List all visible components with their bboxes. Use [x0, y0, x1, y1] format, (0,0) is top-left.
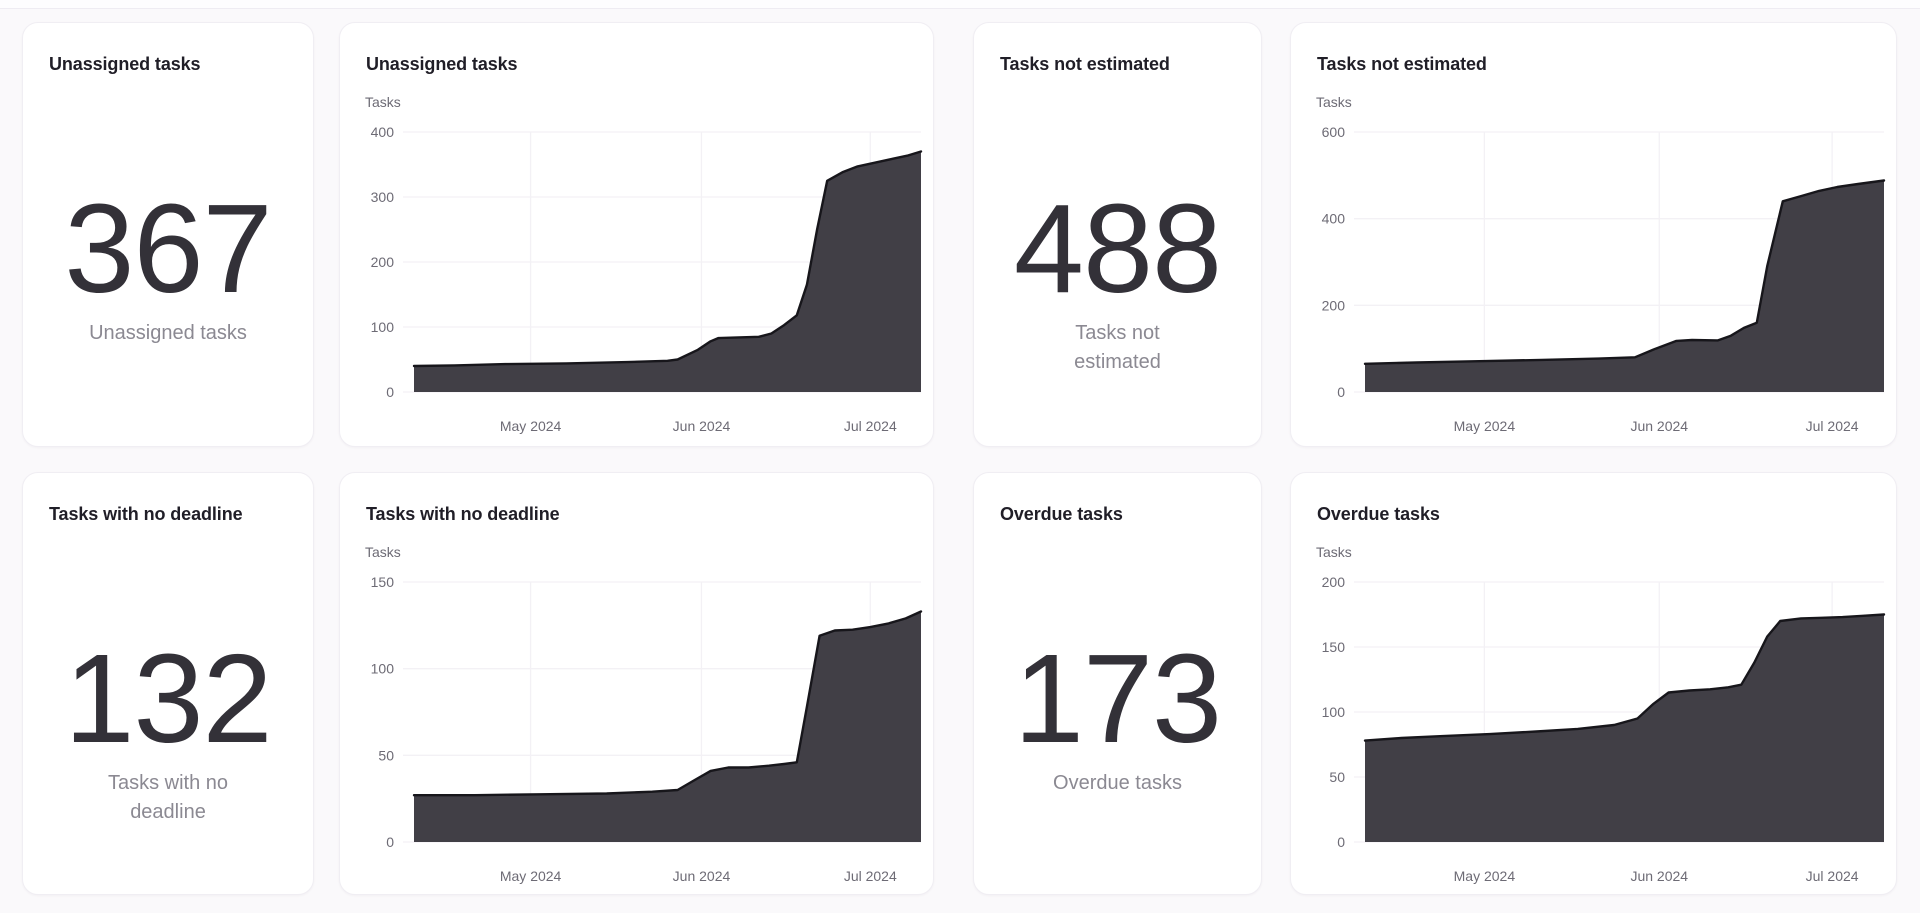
stat-card-unassigned-tasks[interactable]: Unassigned tasks 367 Unassigned tasks — [22, 22, 314, 447]
svg-text:Jul 2024: Jul 2024 — [844, 868, 897, 884]
chart-card-unassigned-tasks[interactable]: Unassigned tasks Tasks 400 300 200 100 0 May … — [339, 22, 934, 447]
stat-value: 488 — [1013, 178, 1222, 319]
svg-text:0: 0 — [1337, 384, 1345, 400]
stat-card-tasks-no-deadline[interactable]: Tasks with no deadline 132 Tasks with no… — [22, 472, 314, 895]
card-title: Tasks with no deadline — [49, 504, 243, 524]
tasks-not-estimated-area-chart[interactable]: 600 400 200 0 May 2024 Jun 2024 Jul 2024 — [1291, 23, 1896, 446]
svg-text:150: 150 — [371, 574, 395, 590]
card-title: Tasks not estimated — [1000, 54, 1170, 74]
svg-text:May 2024: May 2024 — [1454, 868, 1516, 884]
card-title: Overdue tasks — [1317, 504, 1440, 524]
svg-text:0: 0 — [386, 384, 394, 400]
y-axis-name: Tasks — [1316, 94, 1352, 110]
unassigned-tasks-area-chart[interactable]: 400 300 200 100 0 May 2024 Jun 2024 Jul 2024 — [340, 23, 933, 446]
stat-value: 173 — [1013, 628, 1222, 769]
svg-text:100: 100 — [1322, 704, 1346, 720]
overdue-tasks-area-chart[interactable]: 200 150 100 50 0 May 2024 Jun 2024 Jul 2024 — [1291, 473, 1896, 894]
svg-text:Jun 2024: Jun 2024 — [673, 868, 731, 884]
svg-text:100: 100 — [371, 319, 395, 335]
svg-text:200: 200 — [1322, 297, 1346, 313]
svg-text:May 2024: May 2024 — [500, 868, 562, 884]
svg-text:Jun 2024: Jun 2024 — [673, 418, 731, 434]
svg-text:400: 400 — [1322, 211, 1346, 227]
stat-subtitle-wrap: Unassigned tasks — [23, 319, 313, 348]
svg-text:0: 0 — [1337, 834, 1345, 850]
stat-subtitle-wrap: Tasks with no deadline — [23, 769, 313, 827]
y-axis-name: Tasks — [365, 94, 401, 110]
svg-text:May 2024: May 2024 — [1454, 418, 1516, 434]
stat-value: 367 — [64, 178, 272, 319]
svg-text:Jun 2024: Jun 2024 — [1630, 868, 1688, 884]
y-axis-name: Tasks — [365, 544, 401, 560]
card-title: Unassigned tasks — [366, 54, 518, 74]
card-title: Unassigned tasks — [49, 54, 201, 74]
svg-text:50: 50 — [1329, 769, 1345, 785]
stat-card-tasks-not-estimated[interactable]: Tasks not estimated 488 Tasks not estima… — [973, 22, 1262, 447]
stat-subtitle: Tasks not estimated — [1074, 322, 1161, 373]
svg-text:50: 50 — [378, 747, 394, 763]
svg-text:600: 600 — [1322, 124, 1346, 140]
svg-text:100: 100 — [371, 661, 395, 677]
tasks-no-deadline-area-chart[interactable]: 150 100 50 0 May 2024 Jun 2024 Jul 2024 — [340, 473, 933, 894]
svg-text:150: 150 — [1322, 639, 1346, 655]
card-title: Overdue tasks — [1000, 504, 1123, 524]
page-top-divider — [0, 0, 1920, 9]
stat-subtitle: Unassigned tasks — [89, 322, 247, 344]
svg-text:May 2024: May 2024 — [500, 418, 562, 434]
svg-text:Jul 2024: Jul 2024 — [844, 418, 897, 434]
card-title: Tasks not estimated — [1317, 54, 1487, 74]
stat-subtitle-wrap: Overdue tasks — [974, 769, 1261, 798]
stat-subtitle: Tasks with no deadline — [107, 772, 229, 823]
svg-text:Jul 2024: Jul 2024 — [1806, 868, 1859, 884]
chart-card-tasks-not-estimated[interactable]: Tasks not estimated Tasks 600 400 200 0 May … — [1290, 22, 1897, 447]
svg-text:200: 200 — [1322, 574, 1346, 590]
svg-text:200: 200 — [371, 254, 395, 270]
stat-card-overdue-tasks[interactable]: Overdue tasks 173 Overdue tasks — [973, 472, 1262, 895]
card-title: Tasks with no deadline — [366, 504, 560, 524]
stat-value: 132 — [64, 628, 272, 769]
svg-text:Jul 2024: Jul 2024 — [1806, 418, 1859, 434]
chart-card-overdue-tasks[interactable]: Overdue tasks Tasks 200 150 100 50 0 May 2024… — [1290, 472, 1897, 895]
chart-card-tasks-no-deadline[interactable]: Tasks with no deadline Tasks 150 100 50 0 Ma… — [339, 472, 934, 895]
stat-subtitle: Overdue tasks — [1053, 772, 1182, 794]
svg-text:400: 400 — [371, 124, 395, 140]
stat-subtitle-wrap: Tasks not estimated — [974, 319, 1261, 377]
svg-text:0: 0 — [386, 834, 394, 850]
svg-text:Jun 2024: Jun 2024 — [1630, 418, 1688, 434]
svg-text:300: 300 — [371, 189, 395, 205]
y-axis-name: Tasks — [1316, 544, 1352, 560]
